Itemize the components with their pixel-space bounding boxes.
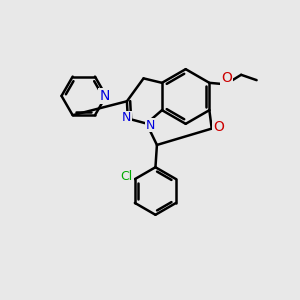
Text: O: O (213, 120, 224, 134)
Text: Cl: Cl (120, 170, 133, 183)
Text: O: O (221, 71, 232, 85)
Text: N: N (99, 89, 110, 103)
Text: N: N (122, 111, 131, 124)
Text: N: N (146, 118, 155, 131)
